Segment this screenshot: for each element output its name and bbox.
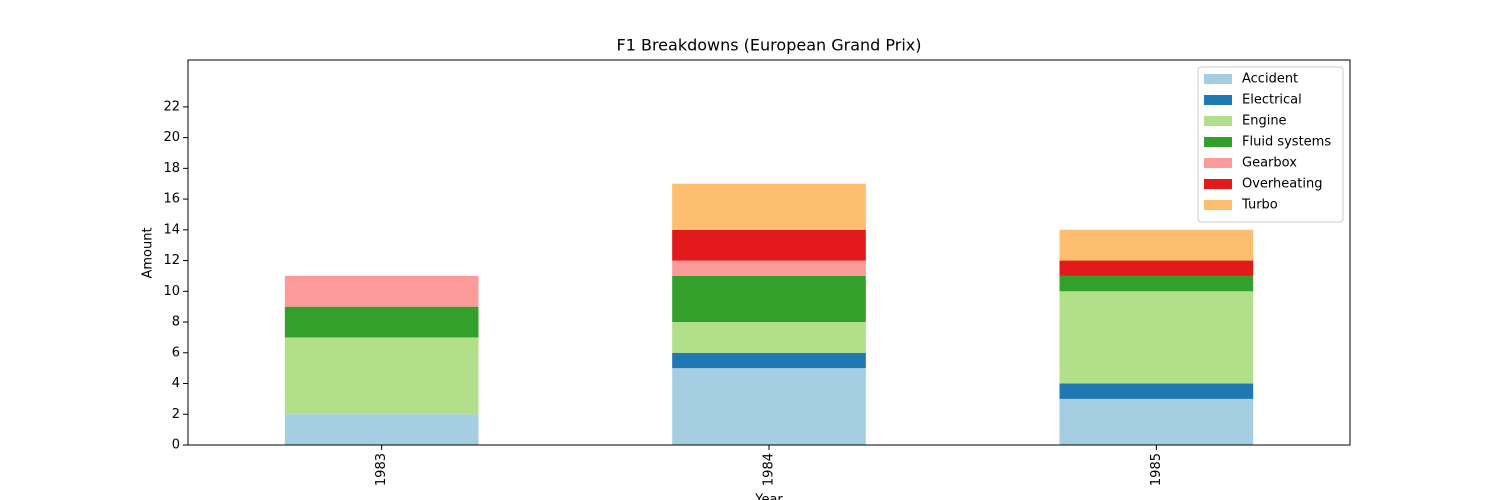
y-tick-label: 22 xyxy=(163,99,180,114)
y-tick-label: 0 xyxy=(172,438,180,453)
bar-segment xyxy=(672,229,866,261)
legend-label: Electrical xyxy=(1242,93,1302,108)
bar-segment xyxy=(1059,383,1254,399)
y-tick-label: 4 xyxy=(172,376,180,391)
bar-segment xyxy=(1059,229,1254,261)
y-tick-label: 18 xyxy=(163,161,180,176)
bar-segment xyxy=(284,337,479,415)
legend-swatch xyxy=(1204,95,1232,105)
chart-title: F1 Breakdowns (European Grand Prix) xyxy=(617,36,922,55)
legend-label: Accident xyxy=(1242,72,1298,87)
y-tick-label: 10 xyxy=(163,284,180,299)
y-tick-label: 12 xyxy=(163,253,180,268)
bar-segment xyxy=(1059,398,1254,445)
y-tick-label: 14 xyxy=(163,222,180,237)
legend-label: Turbo xyxy=(1241,198,1278,213)
legend-swatch xyxy=(1204,137,1232,147)
legend-swatch xyxy=(1204,179,1232,189)
y-tick-label: 6 xyxy=(172,345,180,360)
legend-swatch xyxy=(1204,74,1232,84)
x-tick-label: 1984 xyxy=(762,453,777,486)
bar-segment xyxy=(672,275,866,323)
bar-segment xyxy=(1059,275,1254,292)
plot-frame xyxy=(187,59,1351,446)
x-tick-label: 1983 xyxy=(374,453,389,486)
bar-segment xyxy=(284,275,479,307)
legend-label: Overheating xyxy=(1242,177,1322,192)
y-tick-label: 20 xyxy=(163,130,180,145)
legend-swatch xyxy=(1204,158,1232,168)
y-tick-label: 2 xyxy=(172,407,180,422)
legend-label: Fluid systems xyxy=(1242,135,1331,150)
legend-box xyxy=(1197,66,1344,223)
bar-segment xyxy=(672,183,866,230)
y-tick-label: 8 xyxy=(172,315,180,330)
bar-segment xyxy=(284,306,479,338)
y-axis-label: Amount xyxy=(141,227,156,278)
bar-segment xyxy=(1059,260,1254,276)
y-tick-label: 16 xyxy=(163,192,180,207)
bar-segment xyxy=(284,414,479,445)
x-tick-label: 1985 xyxy=(1149,453,1164,486)
legend-label: Gearbox xyxy=(1242,156,1297,171)
x-axis-label: Year xyxy=(754,493,783,500)
legend-swatch xyxy=(1204,200,1232,210)
bar-segment xyxy=(672,260,866,276)
bar-segment xyxy=(672,368,866,445)
bar-segment xyxy=(1059,291,1254,384)
legend-swatch xyxy=(1204,116,1232,126)
legend-label: Engine xyxy=(1242,114,1287,129)
bar-segment xyxy=(672,322,866,353)
bar-segment xyxy=(672,352,866,369)
